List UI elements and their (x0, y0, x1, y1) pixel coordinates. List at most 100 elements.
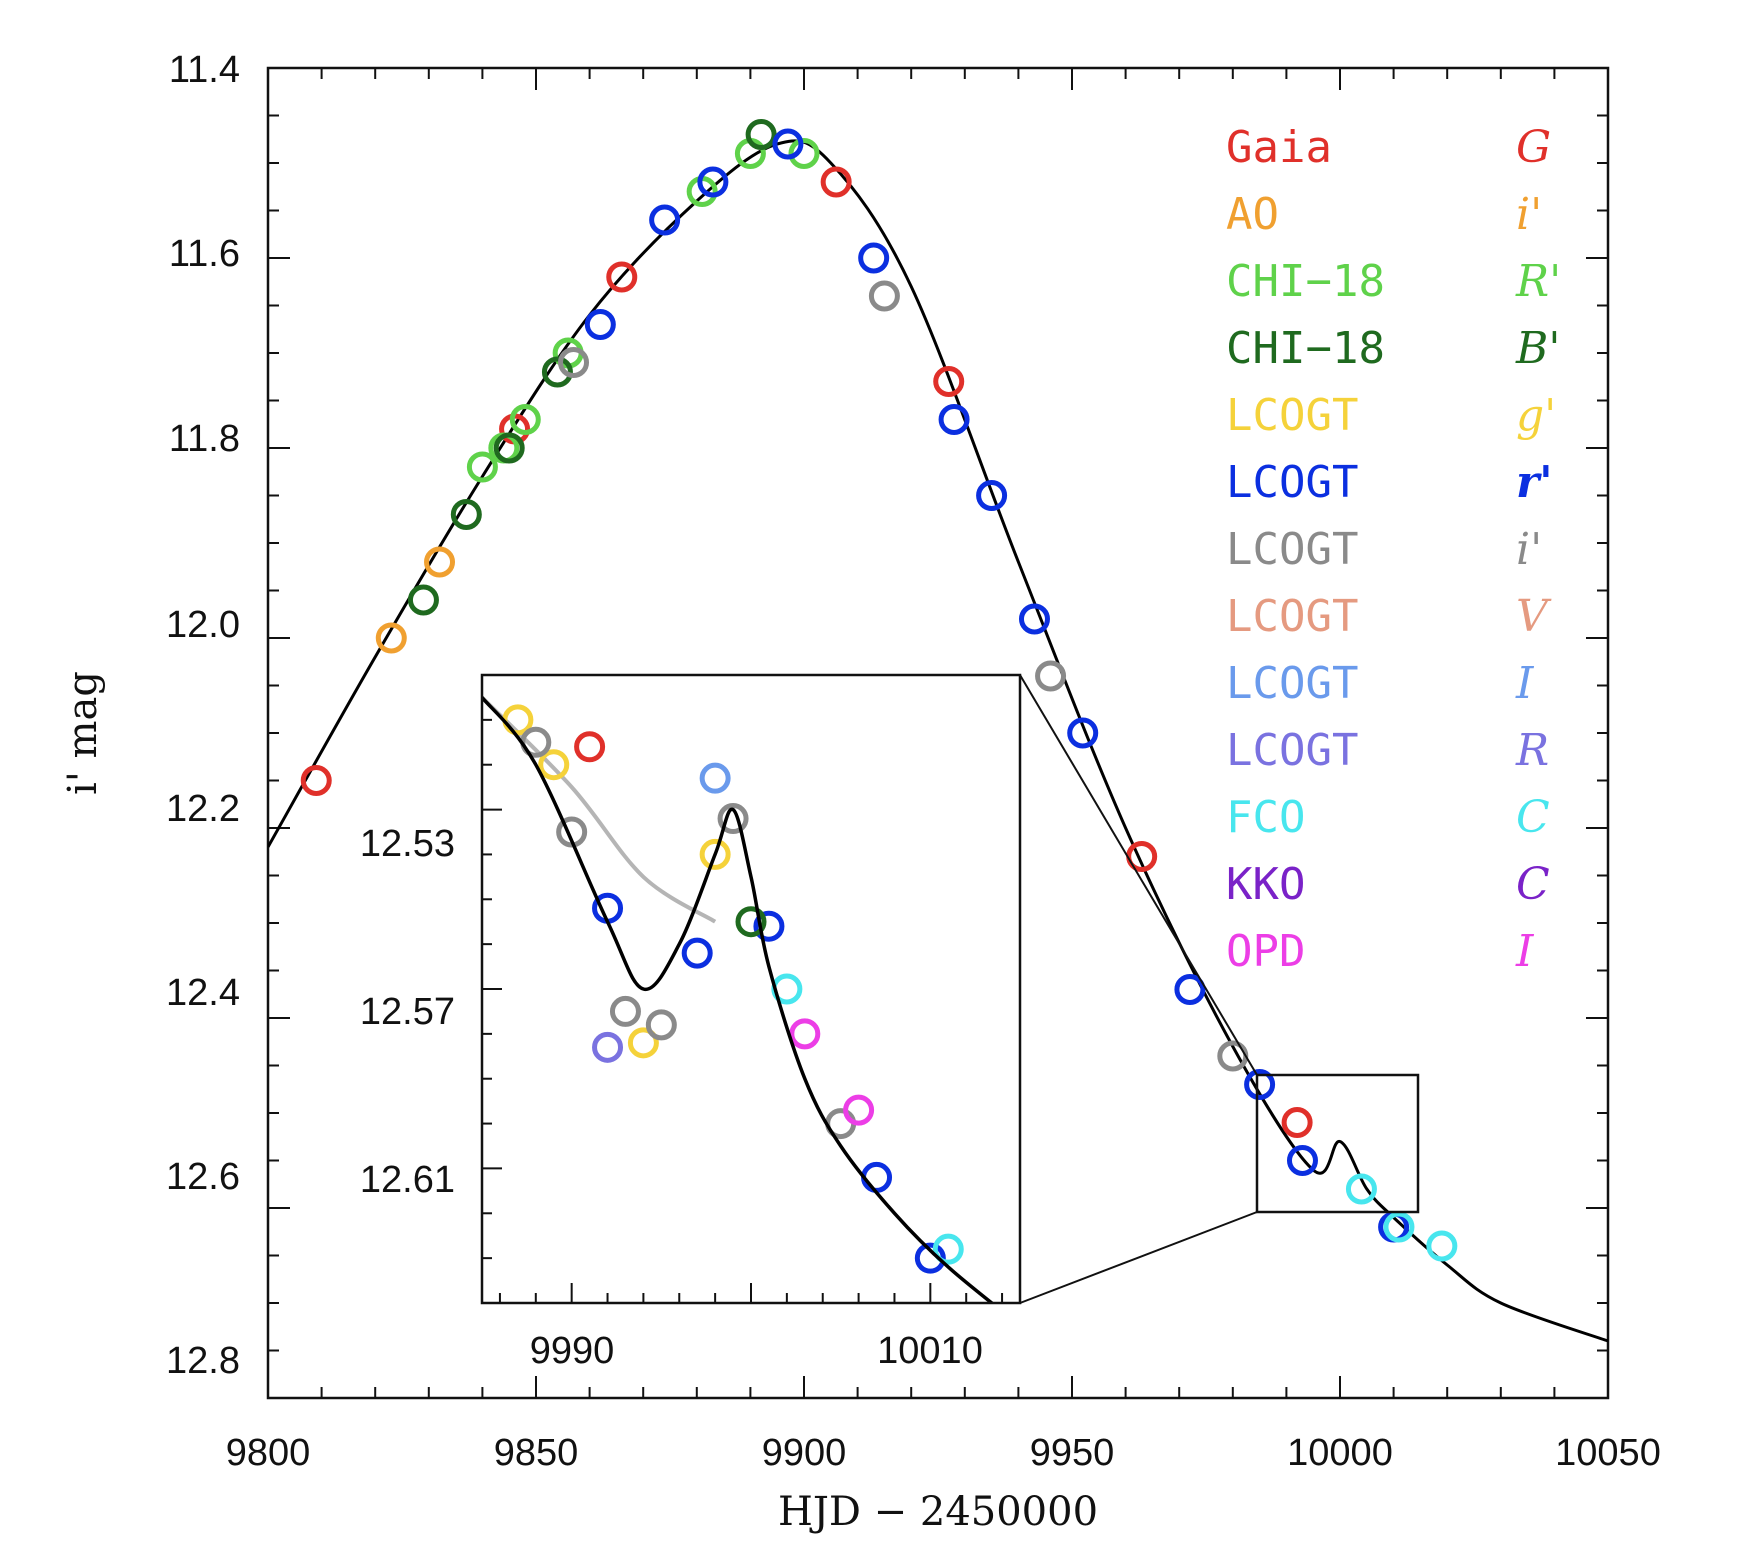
inset-data-point (645, 1009, 677, 1041)
main-data-point (697, 166, 729, 198)
main-data-point (1286, 1145, 1318, 1176)
inset-data-point (789, 1018, 821, 1050)
main-data-point (858, 242, 890, 274)
x-tick-9900: 9900 (762, 1432, 847, 1474)
main-data-point (1345, 1173, 1377, 1205)
main-data-point (558, 347, 590, 378)
y-tick-12-2: 12.2 (166, 788, 240, 830)
main-data-point (1281, 1107, 1313, 1138)
legend-name-gaia: Gaia (1226, 122, 1332, 173)
legend-band-kko: C (1516, 859, 1550, 910)
main-data-point (976, 480, 1008, 511)
zoom-connector-top (1019, 674, 1258, 1076)
main-model-layer (268, 139, 1608, 1343)
legend-band-gaia: G (1516, 122, 1551, 173)
inset-model-curve (482, 696, 995, 1303)
legend-band-fco: C (1516, 792, 1550, 843)
main-data-point (375, 622, 407, 654)
inset-data-point (574, 731, 606, 763)
inset-data-point (932, 1233, 964, 1265)
main-data-point (450, 499, 482, 530)
main-data-point (788, 138, 820, 169)
inset-background (482, 675, 1020, 1303)
legend-name-lcogt-i: LCOGT (1226, 524, 1358, 575)
inset-data-point (592, 1031, 624, 1063)
inset-data-point (699, 838, 731, 870)
main-data-point (772, 128, 804, 160)
legend-band-lcogt-ii: I (1515, 658, 1535, 709)
main-data-point (584, 309, 616, 340)
main-data-point (300, 765, 332, 796)
legend-name-lcogt-v: LCOGT (1226, 591, 1358, 642)
main-data-point (424, 546, 456, 578)
y-tick-12-0: 12.0 (166, 604, 240, 646)
legend-band-chi18-b: B' (1515, 323, 1560, 374)
main-data-point (820, 166, 852, 198)
inset-data-point (735, 906, 767, 938)
main-data-point (1174, 974, 1206, 1005)
x-axis-title: HJD − 2450000 (778, 1489, 1098, 1535)
inset-points-layer (482, 696, 995, 1303)
main-data-point (933, 366, 965, 397)
main-data-point (1035, 660, 1067, 692)
legend-name-lcogt-rr: LCOGT (1226, 725, 1358, 776)
inset-data-point (699, 762, 731, 794)
main-data-point (493, 432, 525, 464)
main-data-point (1426, 1230, 1458, 1262)
x-tick-9800: 9800 (226, 1432, 311, 1474)
legend-name-fco: FCO (1226, 792, 1305, 843)
main-data-point (407, 584, 439, 616)
legend-name-lcogt-g: LCOGT (1226, 390, 1358, 441)
main-data-point (606, 261, 638, 293)
legend-name-lcogt-r: LCOGT (1226, 457, 1358, 508)
x-tick-10000: 10000 (1287, 1432, 1393, 1474)
x-tick-9850: 9850 (494, 1432, 579, 1474)
legend-name-chi18-b: CHI−18 (1226, 323, 1385, 374)
inset-x-tick-10010: 10010 (877, 1330, 983, 1372)
legend-band-chi18-r: R' (1515, 256, 1561, 307)
y-tick-11-4: 11.4 (169, 49, 240, 91)
main-data-point (509, 404, 541, 435)
main-data-point (541, 356, 573, 388)
main-data-point (466, 451, 498, 483)
main-axis-ticks (267, 67, 1609, 1399)
main-model-curve (268, 139, 1608, 1343)
legend-band-lcogt-rr: R (1515, 725, 1549, 776)
zoom-box (1255, 1073, 1420, 1214)
main-plot: 9800 9850 9900 9950 10000 10050 11.4 11.… (60, 49, 1661, 1535)
inset-y-tick-12-61: 12.61 (360, 1159, 455, 1201)
inset-data-point (627, 1027, 659, 1059)
inset-frame (480, 673, 1022, 1305)
y-axis-title: i' mag (60, 671, 106, 795)
legend-name-kko: KKO (1226, 859, 1305, 910)
y-tick-11-6: 11.6 (169, 233, 240, 275)
y-tick-11-8: 11.8 (169, 418, 240, 460)
inset-data-point (681, 937, 713, 969)
inset-data-point (609, 995, 641, 1027)
main-data-point (1067, 717, 1099, 749)
inset-data-point (843, 1094, 875, 1126)
inset-x-tick-9990: 9990 (530, 1330, 615, 1372)
inset-data-point (914, 1242, 946, 1274)
main-data-point (938, 404, 970, 435)
main-data-point (1244, 1069, 1276, 1100)
legend: Gaia G AO i' CHI−18 R' CHI−18 B' LCOGT g… (1226, 122, 1561, 977)
inset-plot: 9990 10010 12.53 12.57 12.61 (360, 673, 1022, 1372)
x-tick-9950: 9950 (1030, 1432, 1115, 1474)
inset-data-point (717, 803, 749, 835)
legend-name-lcogt-ii: LCOGT (1226, 658, 1358, 709)
legend-name-chi18-r: CHI−18 (1226, 256, 1385, 307)
legend-band-lcogt-g: g' (1516, 390, 1556, 441)
inset-data-point (753, 910, 785, 942)
x-tick-10050: 10050 (1555, 1432, 1661, 1474)
main-data-point (1383, 1211, 1415, 1243)
legend-band-lcogt-v: V (1516, 591, 1552, 642)
y-tick-12-8: 12.8 (166, 1340, 240, 1382)
legend-name-opd: OPD (1226, 926, 1305, 977)
inset-y-tick-12-53: 12.53 (360, 823, 455, 865)
y-tick-12-6: 12.6 (166, 1156, 240, 1198)
legend-band-lcogt-i: i' (1516, 524, 1542, 575)
inset-y-tick-12-57: 12.57 (360, 991, 455, 1033)
legend-name-ao: AO (1226, 189, 1279, 240)
